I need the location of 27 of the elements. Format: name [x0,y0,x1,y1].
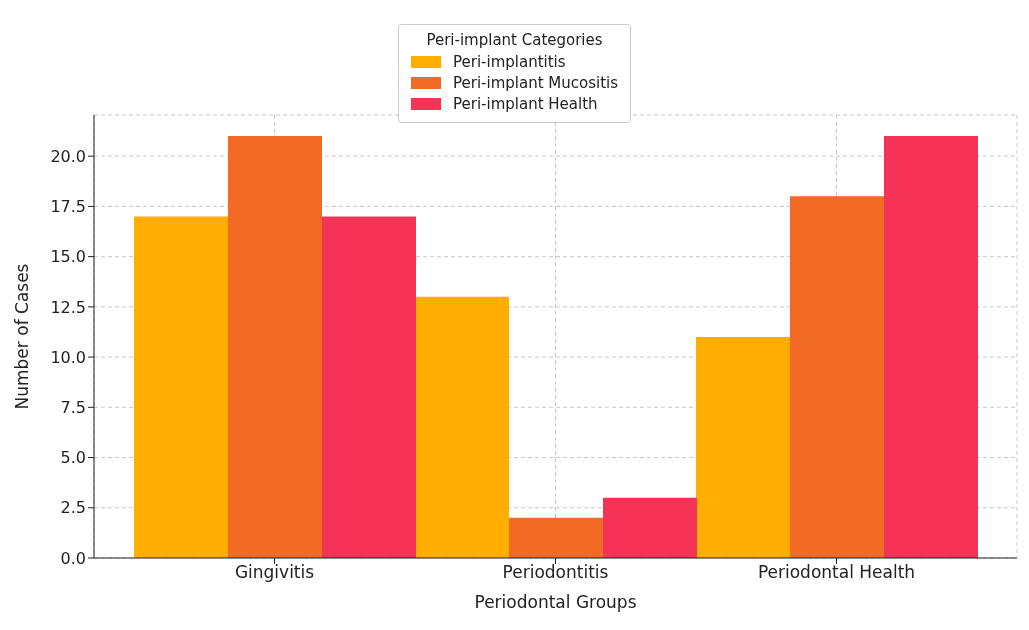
bar [228,136,322,558]
y-tick-label: 2.5 [60,498,86,518]
bar [509,517,603,558]
bar [790,196,884,558]
y-tick-label: 12.5 [50,297,86,317]
bar [603,497,697,558]
y-tick-label: 7.5 [60,398,86,417]
bar [134,216,228,558]
legend-title: Peri-implant Categories [425,31,604,49]
bar [696,337,790,558]
x-axis-title: Periodontal Groups [474,592,637,612]
bar [322,216,416,558]
x-tick-label: Periodontitis [502,562,609,583]
y-tick-label: 17.5 [50,197,86,217]
y-axis-title: Number of Cases [12,263,33,410]
y-tick-label: 20.0 [50,146,86,166]
y-tick-label: 15.0 [50,247,86,267]
legend-label: Peri-implant Health [452,95,598,113]
y-tick-label: 0.0 [60,548,86,568]
legend-label: Peri-implantitis [452,53,566,71]
bar [415,296,509,558]
x-tick-label: Gingivitis [234,562,315,583]
x-tick-label: Periodontal Health [757,562,916,583]
y-tick-label: 5.0 [60,448,86,468]
y-tick-label: 10.0 [50,347,86,367]
bar [884,136,978,558]
legend-label: Peri-implant Mucositis [452,74,619,92]
